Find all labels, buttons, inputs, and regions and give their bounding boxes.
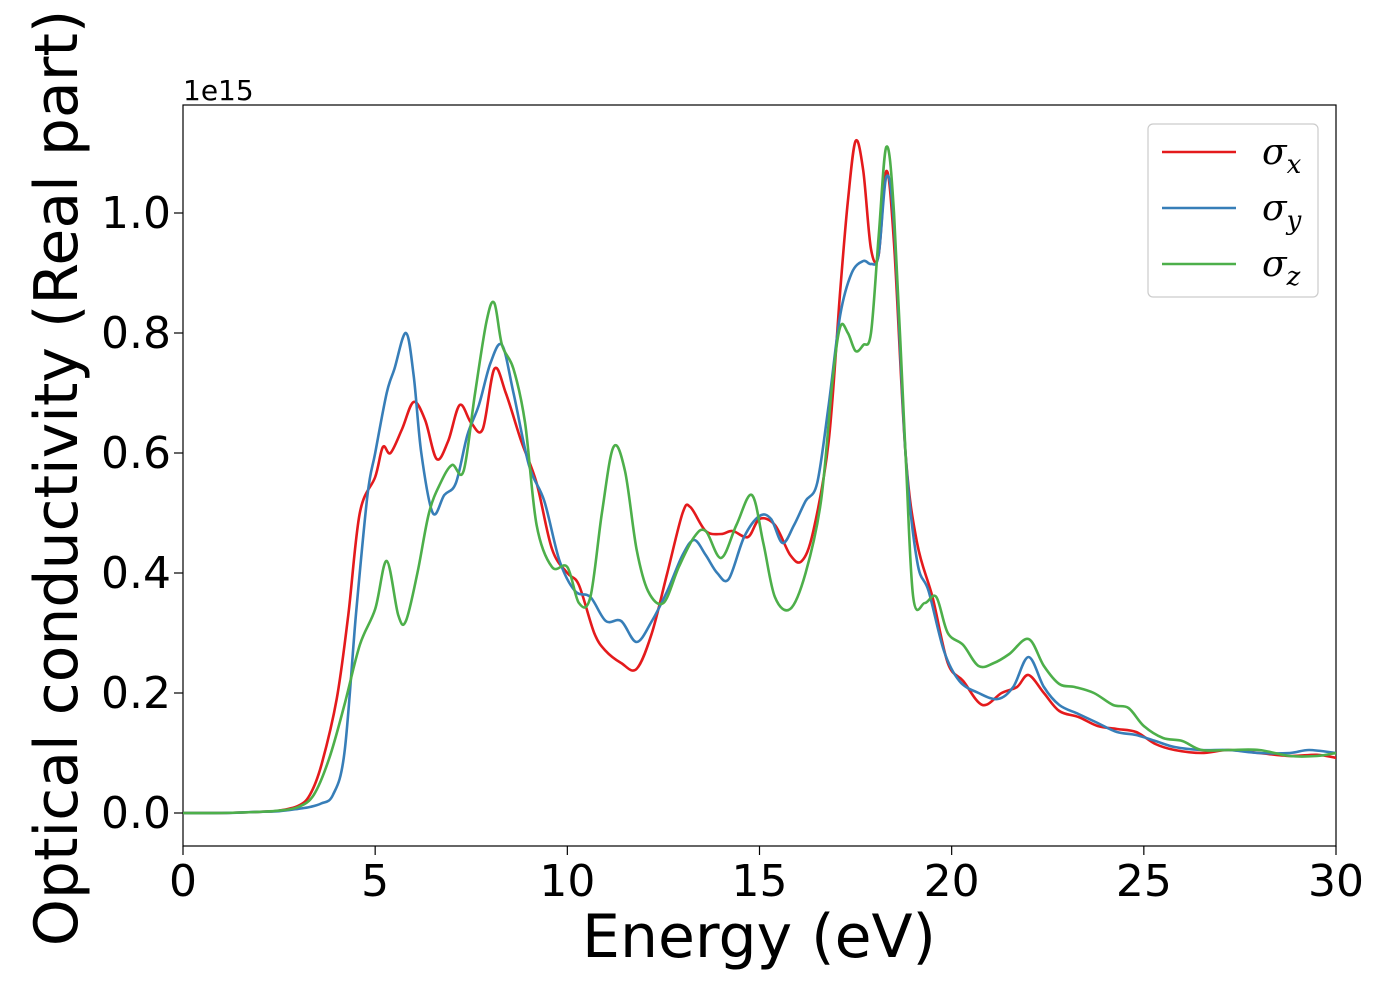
y-tick-label: 0.4 [101, 548, 171, 599]
series-line-y [183, 174, 1336, 815]
y-tick-label: 0.6 [101, 428, 171, 479]
x-tick-label: 10 [539, 856, 595, 907]
x-tick-label: 20 [924, 856, 980, 907]
y-axis: 0.0 0.2 0.4 0.6 0.8 1.0 [101, 188, 183, 839]
y-tick-label: 0.8 [101, 308, 171, 359]
legend-items: σx σy σz [1162, 132, 1302, 292]
x-axis: 0 5 10 15 20 25 30 [169, 846, 1364, 907]
legend-label-z: σz [1262, 244, 1301, 292]
x-axis-title: Energy (eV) [582, 902, 936, 972]
series-lines [183, 138, 1336, 815]
legend-box [1147, 123, 1319, 298]
y-tick-label: 0.0 [101, 788, 171, 839]
legend-label-y: σy [1262, 188, 1302, 236]
y-tick-label: 1.0 [101, 188, 171, 239]
x-tick-label: 15 [732, 856, 788, 907]
y-axis-offset-label: 1e15 [183, 74, 254, 107]
y-axis-title: Optical conductivity (Real part) [22, 10, 92, 947]
x-tick-label: 5 [361, 856, 389, 907]
x-tick-label: 25 [1116, 856, 1172, 907]
series-line-z [183, 145, 1336, 815]
y-tick-label: 0.2 [101, 668, 171, 719]
series-line-x [183, 138, 1336, 815]
x-tick-label: 30 [1308, 856, 1364, 907]
x-tick-label: 0 [169, 856, 197, 907]
legend: σx σy σz [1147, 123, 1319, 298]
legend-label-x: σx [1262, 132, 1302, 180]
